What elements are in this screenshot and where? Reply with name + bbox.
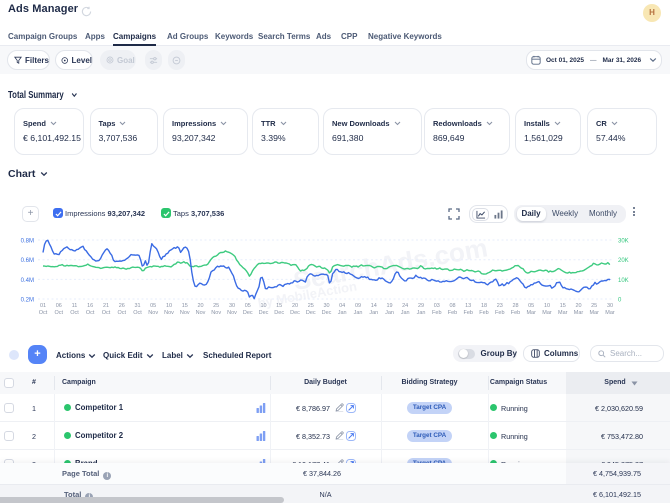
svg-text:Jan: Jan xyxy=(338,310,347,316)
svg-text:Dec: Dec xyxy=(259,310,269,316)
svg-text:30: 30 xyxy=(323,303,329,309)
svg-text:23: 23 xyxy=(497,303,503,309)
svg-text:Oct: Oct xyxy=(118,310,127,316)
svg-text:05: 05 xyxy=(528,303,534,309)
svg-text:Nov: Nov xyxy=(180,310,190,316)
svg-text:10K: 10K xyxy=(618,278,629,284)
svg-text:Mar: Mar xyxy=(605,310,615,316)
svg-text:Jan: Jan xyxy=(385,310,394,316)
svg-text:0.8M: 0.8M xyxy=(21,239,34,245)
svg-text:Feb: Feb xyxy=(448,310,457,316)
svg-text:Nov: Nov xyxy=(148,310,158,316)
svg-text:Mar: Mar xyxy=(558,310,568,316)
svg-text:04: 04 xyxy=(339,303,345,309)
svg-text:Feb: Feb xyxy=(463,310,472,316)
svg-text:Feb: Feb xyxy=(432,310,441,316)
svg-text:10: 10 xyxy=(260,303,266,309)
svg-text:Dec: Dec xyxy=(274,310,284,316)
svg-text:25: 25 xyxy=(591,303,597,309)
svg-text:03: 03 xyxy=(434,303,440,309)
svg-text:29: 29 xyxy=(418,303,424,309)
svg-text:Nov: Nov xyxy=(227,310,237,316)
svg-text:16: 16 xyxy=(87,303,93,309)
svg-text:0.4M: 0.4M xyxy=(21,278,34,284)
svg-text:26: 26 xyxy=(119,303,125,309)
svg-text:Mar: Mar xyxy=(526,310,536,316)
svg-text:Oct: Oct xyxy=(86,310,95,316)
svg-text:21: 21 xyxy=(103,303,109,309)
svg-text:0.6M: 0.6M xyxy=(21,258,34,264)
svg-text:14: 14 xyxy=(371,303,377,309)
svg-text:08: 08 xyxy=(449,303,455,309)
svg-text:Nov: Nov xyxy=(164,310,174,316)
svg-text:05: 05 xyxy=(150,303,156,309)
svg-text:01: 01 xyxy=(40,303,46,309)
svg-text:24: 24 xyxy=(402,303,408,309)
svg-text:Feb: Feb xyxy=(511,310,520,316)
svg-text:28: 28 xyxy=(512,303,518,309)
svg-text:0.2M: 0.2M xyxy=(21,298,34,304)
svg-text:13: 13 xyxy=(465,303,471,309)
svg-text:Jan: Jan xyxy=(417,310,426,316)
svg-text:06: 06 xyxy=(56,303,62,309)
svg-text:30K: 30K xyxy=(618,239,629,245)
svg-text:30: 30 xyxy=(607,303,613,309)
svg-text:20: 20 xyxy=(292,303,298,309)
svg-text:Oct: Oct xyxy=(70,310,79,316)
svg-text:Nov: Nov xyxy=(211,310,221,316)
svg-text:25: 25 xyxy=(308,303,314,309)
svg-text:05: 05 xyxy=(245,303,251,309)
svg-text:Oct: Oct xyxy=(55,310,64,316)
svg-text:20: 20 xyxy=(575,303,581,309)
svg-text:09: 09 xyxy=(355,303,361,309)
svg-text:31: 31 xyxy=(134,303,140,309)
svg-text:Feb: Feb xyxy=(479,310,488,316)
svg-text:Oct: Oct xyxy=(39,310,48,316)
svg-text:Jan: Jan xyxy=(354,310,363,316)
svg-text:20: 20 xyxy=(197,303,203,309)
svg-text:10: 10 xyxy=(166,303,172,309)
svg-text:Dec: Dec xyxy=(306,310,316,316)
svg-text:10: 10 xyxy=(544,303,550,309)
svg-text:25: 25 xyxy=(213,303,219,309)
svg-text:19: 19 xyxy=(386,303,392,309)
svg-text:15: 15 xyxy=(276,303,282,309)
svg-text:18: 18 xyxy=(481,303,487,309)
svg-text:Oct: Oct xyxy=(102,310,111,316)
svg-text:15: 15 xyxy=(560,303,566,309)
svg-text:Dec: Dec xyxy=(322,310,332,316)
svg-text:Jan: Jan xyxy=(401,310,410,316)
svg-text:Oct: Oct xyxy=(133,310,142,316)
svg-text:11: 11 xyxy=(72,303,78,309)
svg-text:Nov: Nov xyxy=(196,310,206,316)
svg-text:Jan: Jan xyxy=(369,310,378,316)
svg-text:15: 15 xyxy=(182,303,188,309)
svg-text:Mar: Mar xyxy=(589,310,599,316)
svg-text:Mar: Mar xyxy=(542,310,552,316)
svg-text:30: 30 xyxy=(229,303,235,309)
svg-text:0: 0 xyxy=(618,298,622,304)
svg-text:Feb: Feb xyxy=(495,310,504,316)
svg-text:20K: 20K xyxy=(618,258,629,264)
svg-text:Dec: Dec xyxy=(243,310,253,316)
svg-text:Mar: Mar xyxy=(574,310,584,316)
svg-text:Dec: Dec xyxy=(290,310,300,316)
